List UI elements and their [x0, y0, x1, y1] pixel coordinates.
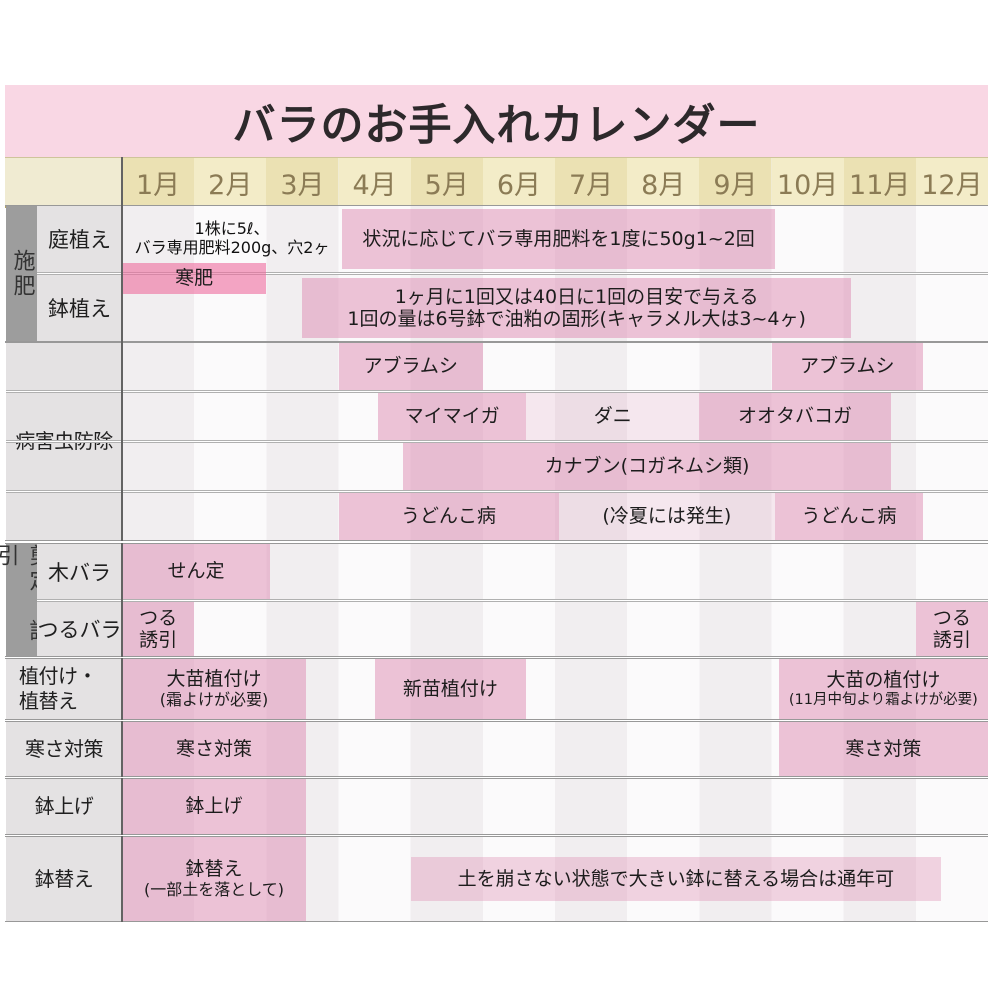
activity-bar: 寒さ対策 [778, 722, 988, 776]
month-header-cell: 2月 [194, 158, 267, 206]
section-planting-repotting: 植付け・ 植替え 大苗植付け (霜よけが必要) 新苗植付け 大苗の植付け (11月中旬より霜… [5, 658, 988, 720]
month-header-cell: 4月 [338, 158, 411, 206]
row-divider [6, 390, 988, 393]
label-data-separator [121, 342, 123, 541]
row-label: 鉢植え [37, 275, 122, 341]
month-header-cell: 5月 [410, 158, 483, 206]
section-fertilizing: 施肥 庭植え 1株に5ℓ、 バラ専用肥料200g、穴2ヶ 状況に応じてバラ専用肥料を1度… [5, 205, 988, 342]
month-header-cell: 11月 [843, 158, 916, 206]
label-data-separator [121, 778, 123, 835]
row-divider [37, 272, 988, 275]
activity-bar: 1ヶ月に1回又は40日に1回の目安で与える 1回の量は6号鉢で油粕の固形(キャラメ… [302, 278, 851, 338]
row-divider [6, 440, 988, 443]
section-pruning-training: 剪定・誘引木バラせん定つるバラつる誘引つる誘引 [0, 543, 988, 657]
section-repotting: 鉢替え 鉢替え (一部土を落として) 土を崩さない状態で大きい鉢に替える場合は通年可 [5, 836, 988, 922]
activity-bar: 鉢替え (一部土を落として) [122, 837, 307, 921]
section-cold-protection: 寒さ対策 寒さ対策 寒さ対策 [5, 721, 988, 777]
page-title: バラのお手入れカレンダー [5, 85, 988, 158]
activity-bar-overlay: 寒肥 [122, 263, 267, 294]
label-data-separator [121, 836, 123, 922]
activity-bar: うどんこ病 [338, 493, 559, 540]
section-potting-up: 鉢上げ 鉢上げ [5, 778, 988, 835]
row-data: 大苗植付け (霜よけが必要) 新苗植付け 大苗の植付け (11月中旬より霜よけが必要) [122, 659, 988, 719]
row-data: せん定 [122, 544, 988, 599]
activity-bar: アブラムシ [338, 343, 483, 390]
label-data-separator [121, 205, 123, 342]
activity-bar: 寒さ対策 [122, 722, 307, 776]
activity-bar: 大苗植付け (霜よけが必要) [122, 659, 307, 719]
month-header-cell: 7月 [555, 158, 628, 206]
month-header-cell: 8月 [627, 158, 700, 206]
month-header-cell: 3月 [266, 158, 339, 206]
activity-bar: 大苗の植付け (11月中旬より霜よけが必要) [778, 659, 988, 719]
activity-bar: アブラムシ [771, 343, 924, 390]
activity-bar: うどんこ病 [775, 493, 924, 540]
label-data-separator [121, 157, 123, 207]
month-header-cell: 6月 [482, 158, 555, 206]
row-label: つるバラ [37, 602, 122, 656]
activity-bar: ダニ [526, 393, 700, 440]
activity-bar: 状況に応じてバラ専用肥料を1度に50g1~2回 [342, 209, 776, 269]
row-label: 庭植え [37, 206, 122, 272]
calendar-table: 1月 2月 3月 4月 5月 6月 7月 8月 9月 10月 11月 12月 施肥 庭植え 1株に5ℓ、バ… [0, 157, 988, 922]
activity-bar: 1株に5ℓ、 バラ専用肥料200g、穴2ヶ [134, 219, 330, 257]
row-data: 1株に5ℓ、 バラ専用肥料200g、穴2ヶ 状況に応じてバラ専用肥料を1度に50g1… [122, 206, 988, 272]
row-data: うどんこ病 (冷夏には発生) うどんこ病 [122, 493, 988, 540]
month-header-cell: 10月 [771, 158, 844, 206]
activity-bar: つる 誘引 [915, 602, 988, 656]
activity-bar: オオタバコガ [699, 393, 891, 440]
month-header-cell: 9月 [699, 158, 772, 206]
label-data-separator [121, 721, 123, 777]
section-label: 施肥 [6, 206, 37, 341]
header-corner-cell [5, 158, 122, 206]
section-pest-control: 病害虫防除 アブラムシ アブラムシ マイマイガ ダニ オオタバコガ カナブン(コガネムシ類)… [5, 342, 988, 541]
row-data: カナブン(コガネムシ類) [122, 443, 988, 490]
activity-bar: 新苗植付け [374, 659, 527, 719]
activity-bar: 土を崩さない状態で大きい鉢に替える場合は通年可 [410, 857, 942, 901]
section-label: 鉢替え [6, 837, 122, 921]
activity-bar: カナブン(コガネムシ類) [403, 443, 891, 490]
activity-bar: せん定 [122, 544, 270, 599]
activity-bar: 鉢上げ [122, 779, 307, 834]
activity-bar: つる 誘引 [122, 602, 195, 656]
label-data-separator [121, 658, 123, 720]
month-header-cell: 1月 [122, 158, 195, 206]
row-data: 鉢替え (一部土を落として) 土を崩さない状態で大きい鉢に替える場合は通年可 [122, 837, 988, 921]
label-data-separator [121, 543, 123, 657]
section-label: 鉢上げ [6, 779, 122, 834]
section-label: 寒さ対策 [6, 722, 122, 776]
month-header-row: 1月 2月 3月 4月 5月 6月 7月 8月 9月 10月 11月 12月 [5, 157, 988, 208]
row-data: つる 誘引 つる 誘引 [122, 602, 988, 656]
section-label: 剪定・誘引 [0, 544, 51, 656]
row-data: マイマイガ ダニ オオタバコガ [122, 393, 988, 440]
row-divider [6, 490, 988, 493]
row-data: 鉢上げ [122, 779, 988, 834]
row-data: 1ヶ月に1回又は40日に1回の目安で与える 1回の量は6号鉢で油粕の固形(キャラメ… [122, 275, 988, 341]
month-header-cell: 12月 [915, 158, 988, 206]
row-data: アブラムシ アブラムシ [122, 343, 988, 390]
activity-bar: マイマイガ [378, 393, 527, 440]
row-divider [37, 599, 988, 602]
activity-bar: (冷夏には発生) [558, 493, 776, 540]
section-label: 植付け・ 植替え [6, 659, 135, 719]
row-data: 寒さ対策 寒さ対策 [122, 722, 988, 776]
row-label: 木バラ [37, 544, 122, 599]
